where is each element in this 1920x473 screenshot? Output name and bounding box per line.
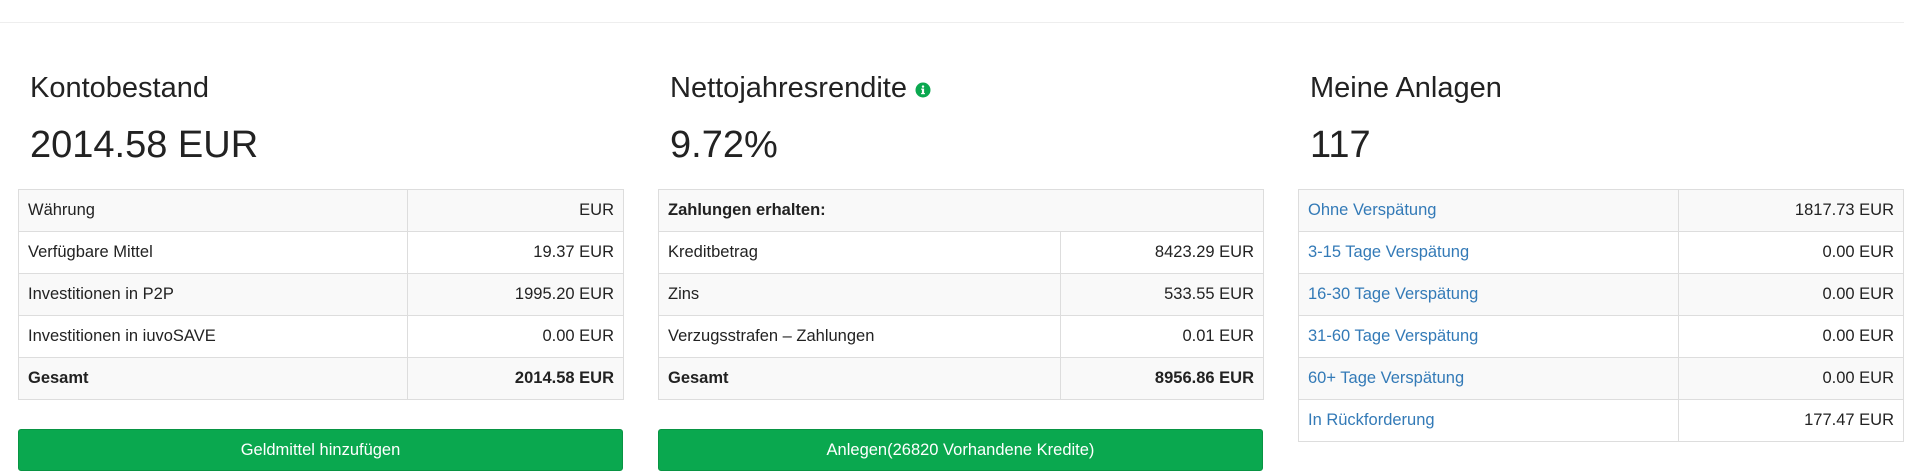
row-value-no-delay: 1817.73 EUR — [1678, 189, 1904, 232]
table-row: Verzugsstrafen – Zahlungen 0.01 EUR — [658, 315, 1264, 358]
link-3-15-days-late[interactable]: 3-15 Tage Verspätung — [1308, 243, 1470, 261]
table-row-header: Zahlungen erhalten: — [658, 189, 1264, 232]
my-investments-title: Meine Anlagen — [1310, 72, 1502, 104]
row-label-total: Gesamt — [18, 357, 408, 400]
row-label-available-funds: Verfügbare Mittel — [18, 231, 408, 274]
row-value-interest: 533.55 EUR — [1060, 273, 1264, 316]
row-value-available-funds: 19.37 EUR — [407, 231, 624, 274]
row-label-iuvosave-investments: Investitionen in iuvoSAVE — [18, 315, 408, 358]
table-row: Verfügbare Mittel 19.37 EUR — [18, 231, 624, 274]
table-row: 31-60 Tage Verspätung 0.00 EUR — [1298, 315, 1904, 358]
table-row-total: Gesamt 2014.58 EUR — [18, 357, 624, 400]
my-investments-count: 117 — [1310, 124, 1371, 166]
row-value-16-30-days-late: 0.00 EUR — [1678, 273, 1904, 316]
row-value-currency: EUR — [407, 189, 624, 232]
row-value-3-15-days-late: 0.00 EUR — [1678, 231, 1904, 274]
table-row: 16-30 Tage Verspätung 0.00 EUR — [1298, 273, 1904, 316]
row-label-total: Gesamt — [658, 357, 1061, 400]
link-in-recovery[interactable]: In Rückforderung — [1308, 411, 1435, 429]
account-balance-title: Kontobestand — [30, 72, 209, 104]
net-return-title: Nettojahresrendite — [670, 72, 907, 104]
info-circle-icon[interactable] — [915, 82, 931, 98]
row-value-60-plus-days-late: 0.00 EUR — [1678, 357, 1904, 400]
account-balance-table: Währung EUR Verfügbare Mittel 19.37 EUR … — [18, 189, 624, 400]
row-value-late-fees: 0.01 EUR — [1060, 315, 1264, 358]
net-return-value: 9.72% — [670, 124, 778, 166]
row-value-31-60-days-late: 0.00 EUR — [1678, 315, 1904, 358]
row-value-total: 8956.86 EUR — [1060, 357, 1264, 400]
row-label-loan-amount: Kreditbetrag — [658, 231, 1061, 274]
my-investments-heading-row: Meine Anlagen — [1310, 70, 1502, 106]
table-row: Ohne Verspätung 1817.73 EUR — [1298, 189, 1904, 232]
row-label-late-fees: Verzugsstrafen – Zahlungen — [658, 315, 1061, 358]
link-no-delay[interactable]: Ohne Verspätung — [1308, 201, 1437, 219]
row-label-interest: Zins — [658, 273, 1061, 316]
table-row: Zins 533.55 EUR — [658, 273, 1264, 316]
row-label-currency: Währung — [18, 189, 408, 232]
table-row: Kreditbetrag 8423.29 EUR — [658, 231, 1264, 274]
table-row: In Rückforderung 177.47 EUR — [1298, 399, 1904, 442]
top-divider — [0, 22, 1904, 23]
row-value-in-recovery: 177.47 EUR — [1678, 399, 1904, 442]
table-row: Investitionen in iuvoSAVE 0.00 EUR — [18, 315, 624, 358]
row-value-iuvosave-investments: 0.00 EUR — [407, 315, 624, 358]
link-16-30-days-late[interactable]: 16-30 Tage Verspätung — [1308, 285, 1479, 303]
table-row: 60+ Tage Verspätung 0.00 EUR — [1298, 357, 1904, 400]
row-label-p2p-investments: Investitionen in P2P — [18, 273, 408, 316]
account-balance-value: 2014.58 EUR — [30, 124, 259, 166]
investments-status-table: Ohne Verspätung 1817.73 EUR 3-15 Tage Ve… — [1298, 189, 1904, 442]
payments-received-heading: Zahlungen erhalten: — [658, 189, 1264, 232]
row-value-loan-amount: 8423.29 EUR — [1060, 231, 1264, 274]
link-31-60-days-late[interactable]: 31-60 Tage Verspätung — [1308, 327, 1479, 345]
account-balance-heading-row: Kontobestand — [30, 70, 209, 106]
table-row-total: Gesamt 8956.86 EUR — [658, 357, 1264, 400]
table-row: Investitionen in P2P 1995.20 EUR — [18, 273, 624, 316]
table-row: Währung EUR — [18, 189, 624, 232]
row-value-p2p-investments: 1995.20 EUR — [407, 273, 624, 316]
payments-received-table: Zahlungen erhalten: Kreditbetrag 8423.29… — [658, 189, 1264, 400]
link-60-plus-days-late[interactable]: 60+ Tage Verspätung — [1308, 369, 1465, 387]
invest-button[interactable]: Anlegen(26820 Vorhandene Kredite) — [658, 429, 1263, 471]
net-return-heading-row: Nettojahresrendite — [670, 70, 931, 106]
add-funds-button[interactable]: Geldmittel hinzufügen — [18, 429, 623, 471]
table-row: 3-15 Tage Verspätung 0.00 EUR — [1298, 231, 1904, 274]
row-value-total: 2014.58 EUR — [407, 357, 624, 400]
